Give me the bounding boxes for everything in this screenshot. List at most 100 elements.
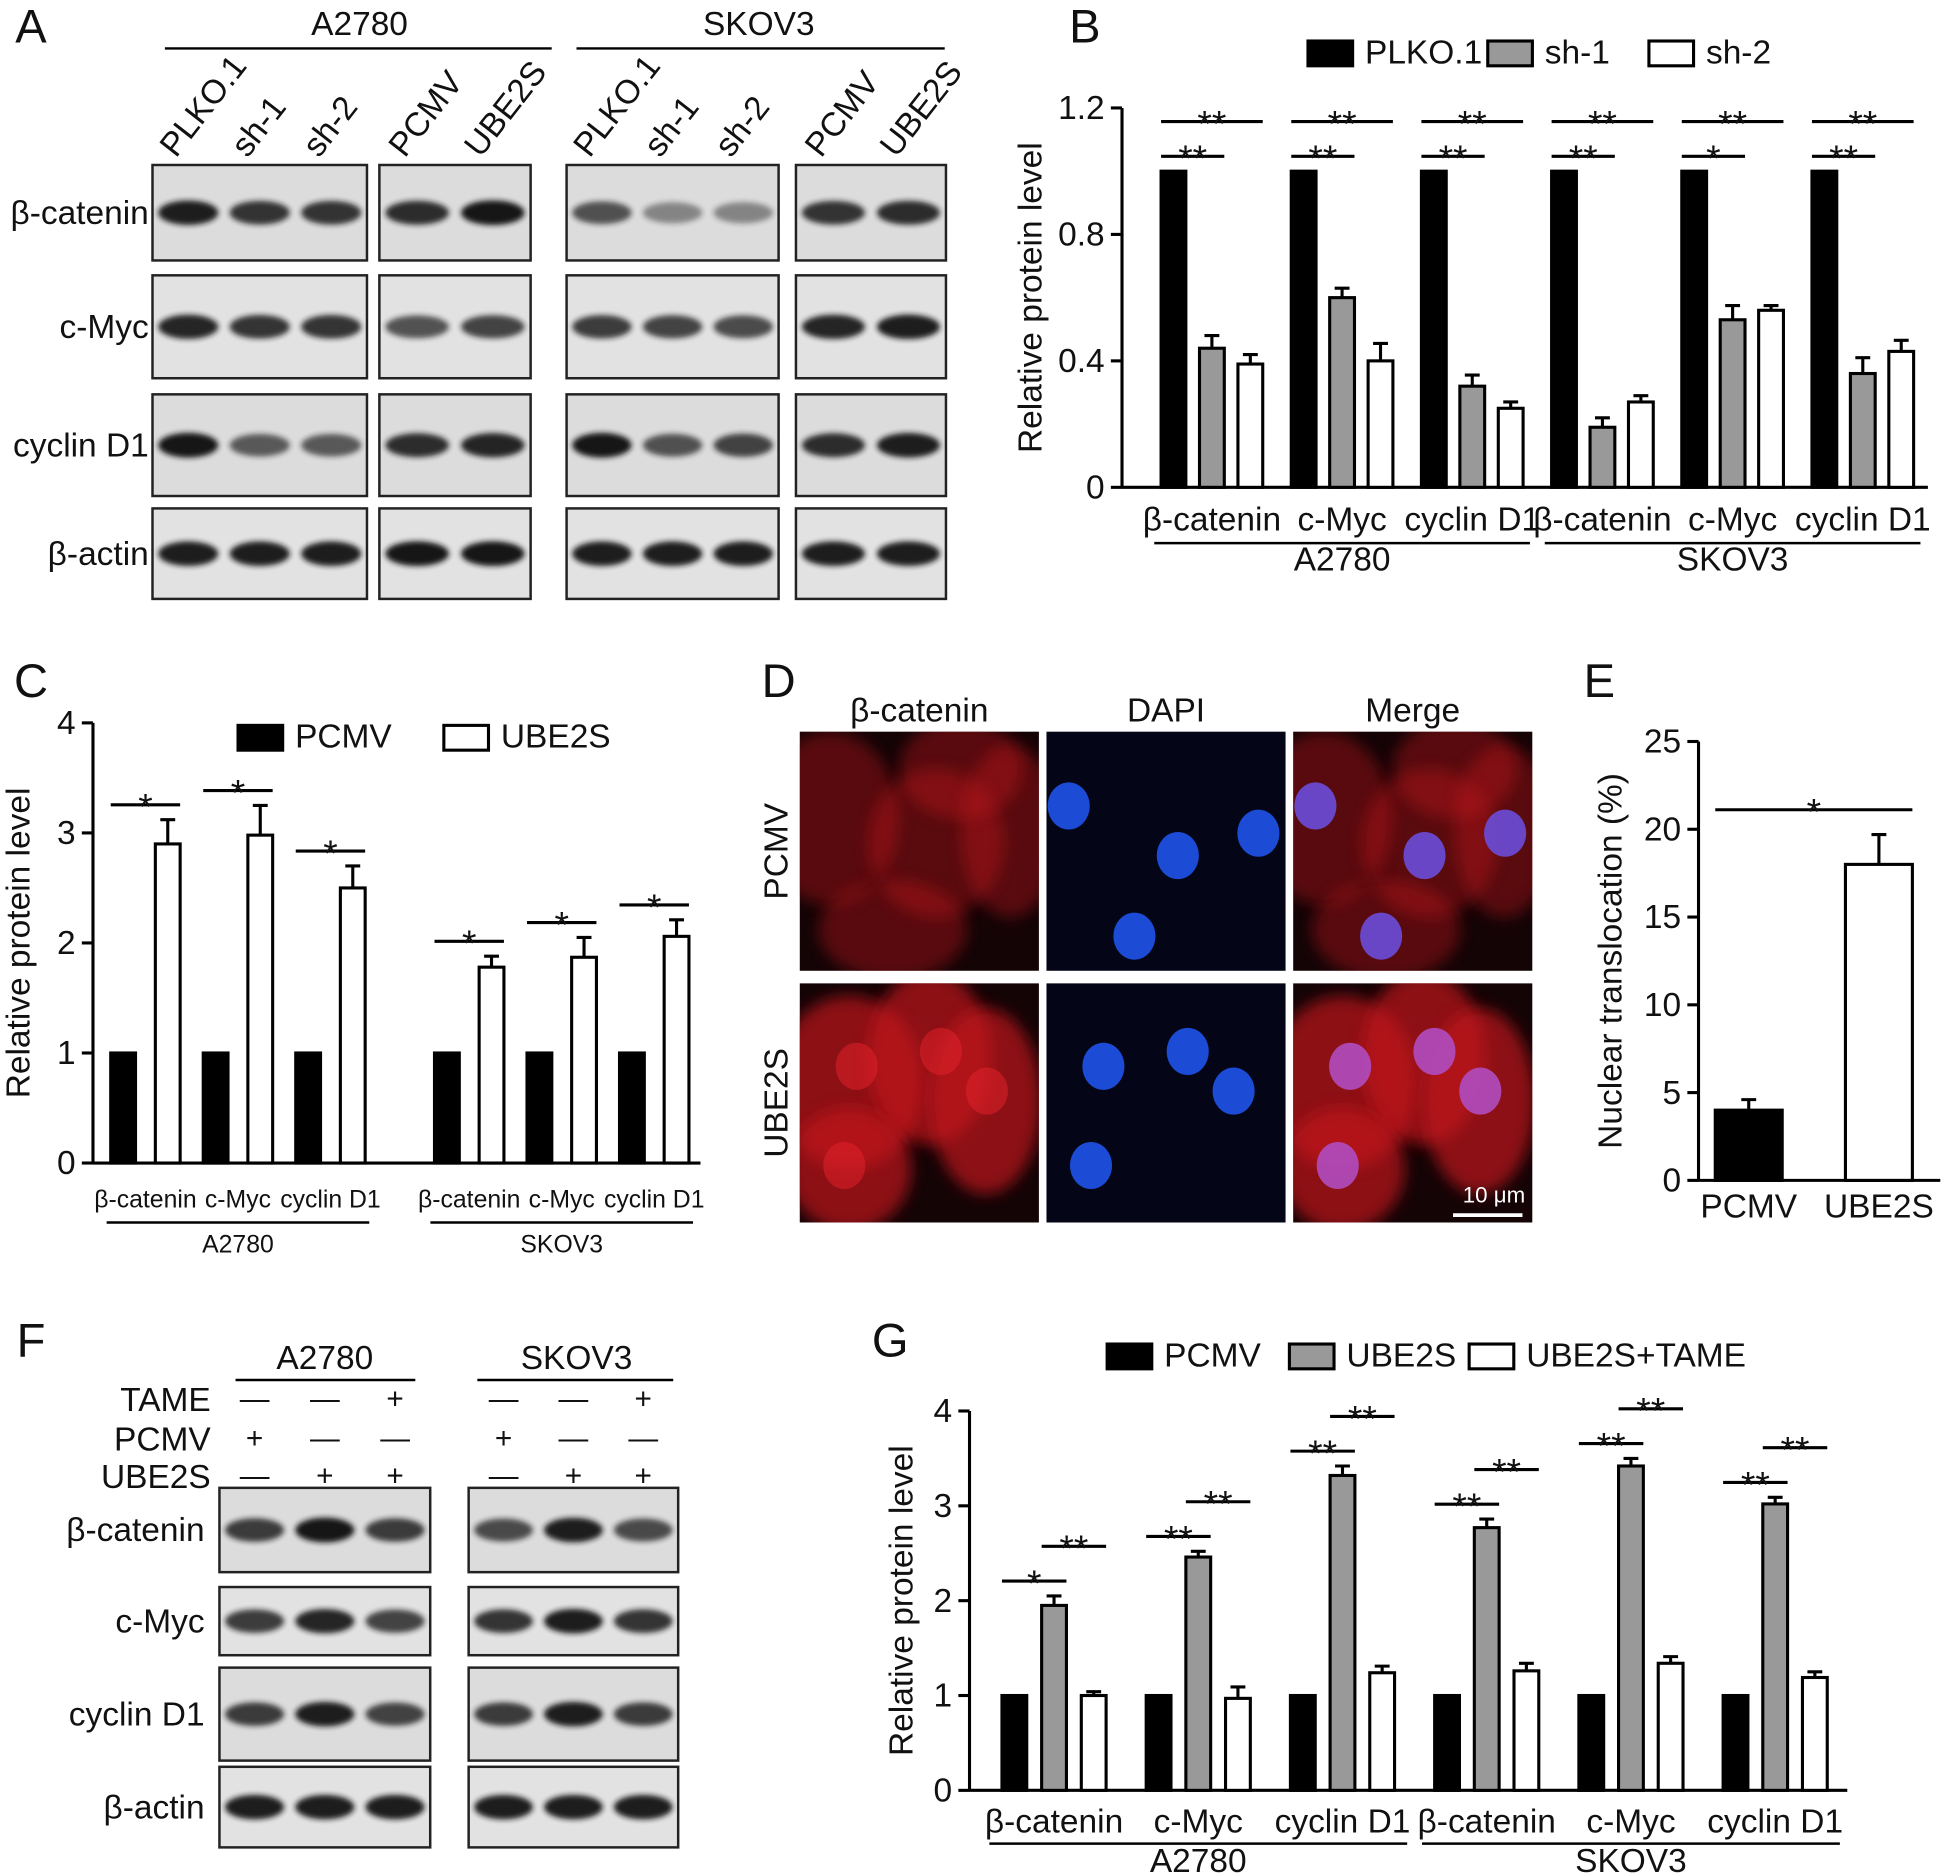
significance-label: ** (1569, 137, 1598, 179)
nucleus (1212, 1067, 1255, 1115)
treatment-mark: + (386, 1459, 403, 1492)
significance-label: ** (1829, 137, 1858, 179)
legend-swatch (1287, 1342, 1336, 1371)
treatment-mark: — (559, 1383, 589, 1416)
group-label: SKOV3 (1575, 1843, 1687, 1876)
group-label: A2780 (1294, 541, 1391, 578)
treatment-mark: + (316, 1459, 333, 1492)
blot-band (572, 201, 632, 225)
blot-band (474, 1794, 533, 1820)
significance-label: ** (1059, 1527, 1088, 1569)
blot-band (876, 200, 940, 225)
legend-swatch (1467, 1342, 1516, 1371)
x-tick-label: c-Myc (205, 1187, 271, 1214)
lane-label: sh-2 (296, 90, 365, 164)
significance-label: ** (1597, 1424, 1626, 1466)
blot-band (613, 1794, 673, 1820)
x-tick-label: cyclin D1 (604, 1187, 705, 1214)
x-tick-label: c-Myc (1154, 1804, 1243, 1841)
x-tick-label: PCMV (1700, 1189, 1797, 1226)
bar (1887, 349, 1916, 489)
treatment-mark: + (246, 1422, 263, 1455)
bar (1721, 1693, 1750, 1792)
blot-band (229, 433, 290, 457)
significance-label: ** (1197, 102, 1226, 144)
y-tick-label: 4 (57, 705, 76, 742)
error-bar (1242, 353, 1258, 365)
blot-band (229, 541, 290, 566)
x-tick-label: c-Myc (1688, 502, 1777, 539)
lane-label: sh-1 (637, 90, 706, 164)
treatment-mark: — (489, 1383, 519, 1416)
significance-label: ** (1588, 102, 1617, 144)
significance-label: * (1027, 1562, 1041, 1604)
blot-band (461, 541, 525, 567)
blot-band (544, 1701, 603, 1727)
significance-label: * (1706, 137, 1720, 179)
bar (1328, 296, 1357, 489)
blot-band (301, 200, 362, 225)
bar (1496, 406, 1525, 489)
treatment-label: UBE2S (101, 1459, 211, 1496)
blot-band (642, 202, 703, 224)
bar (1626, 400, 1655, 489)
x-tick-label: c-Myc (1586, 1804, 1675, 1841)
blot-group-label: SKOV3 (703, 6, 815, 43)
bar (1197, 346, 1226, 489)
significance-label: ** (1308, 1432, 1337, 1474)
blot-band (225, 1518, 285, 1542)
bar (1236, 362, 1265, 489)
blot-band (385, 541, 449, 567)
blot-row-label: β-catenin (10, 195, 148, 232)
legend-label: UBE2S+TAME (1526, 1337, 1746, 1374)
nucleus (1069, 1141, 1113, 1190)
y-tick-label: 0 (57, 1145, 76, 1182)
error-bar (576, 935, 592, 958)
blot-band (713, 315, 773, 339)
significance-label: ** (1164, 1517, 1193, 1559)
blot-band (613, 1518, 673, 1542)
panel-letter: E (1584, 654, 1615, 707)
y-axis-title: Relative protein level (883, 1445, 920, 1756)
lane-label: PCMV (798, 64, 887, 164)
bar (1617, 1464, 1645, 1792)
x-tick-label: β-catenin (1418, 1804, 1556, 1841)
bar (1550, 169, 1578, 489)
legend-label: UBE2S (501, 719, 611, 756)
y-tick-label: 2 (934, 1583, 953, 1620)
bar (570, 955, 598, 1165)
blot-band (713, 541, 773, 566)
nucleus (1294, 782, 1337, 830)
significance-label: * (647, 886, 661, 928)
x-tick-label: β-catenin (1533, 502, 1671, 539)
blot-band (713, 433, 773, 457)
error-bar (1741, 1098, 1757, 1111)
nucleus (1329, 1042, 1372, 1090)
blot-band (544, 1794, 603, 1820)
blot-band (225, 1794, 285, 1820)
blot-band (461, 433, 525, 458)
nucleus-signal (823, 1141, 866, 1190)
blot-band (474, 1609, 533, 1634)
treatment-mark: + (635, 1383, 652, 1416)
x-tick-label: c-Myc (1297, 502, 1386, 539)
nucleus-signal (919, 1027, 963, 1075)
y-tick-label: 10 (1644, 987, 1681, 1024)
bar (1800, 1675, 1829, 1792)
blot-band (544, 1517, 603, 1543)
bar (1223, 1696, 1252, 1792)
y-tick-label: 1 (57, 1035, 76, 1072)
significance-label: * (554, 903, 568, 945)
blot-band (225, 1702, 285, 1726)
blot-band (544, 1608, 603, 1634)
scale-bar-label: 10 μm (1463, 1183, 1525, 1208)
blot-band (295, 1517, 355, 1543)
significance-label: ** (1308, 137, 1337, 179)
blot-row-label: c-Myc (60, 309, 149, 346)
group-label: A2780 (1150, 1843, 1247, 1876)
error-bar (1464, 373, 1480, 387)
blot-group-label: SKOV3 (521, 1340, 633, 1377)
blot-band (295, 1701, 355, 1727)
nucleus-signal (835, 1042, 878, 1090)
blot-band (642, 541, 703, 566)
